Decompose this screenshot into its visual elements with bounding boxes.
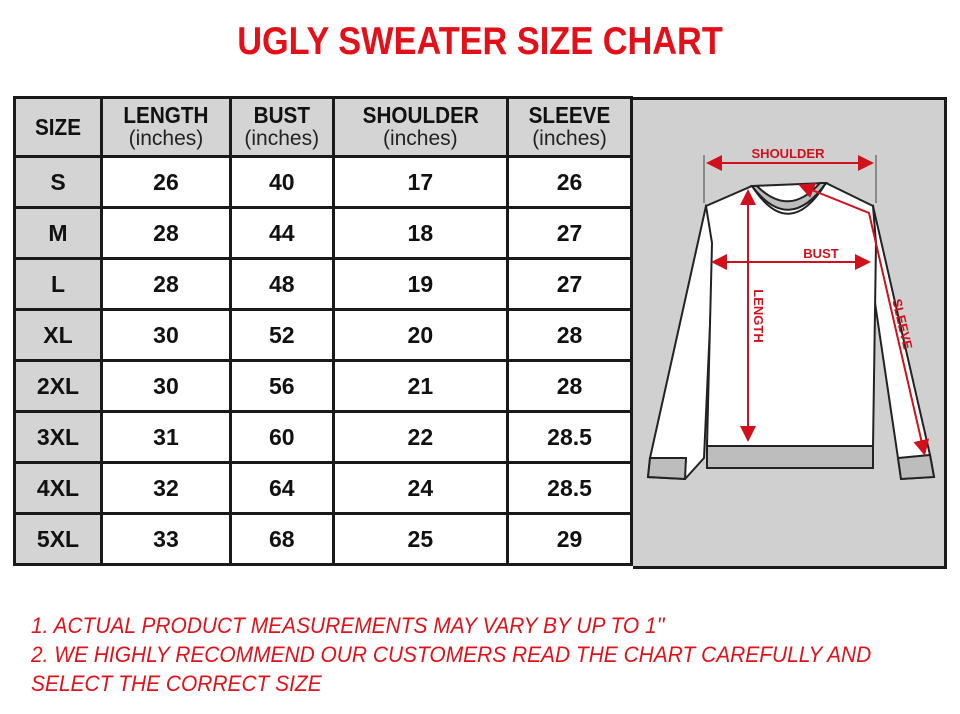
value-cell: 60 [228, 410, 335, 464]
size-cell: 3XL [13, 410, 103, 464]
value-cell: 64 [228, 461, 335, 515]
note-line: SELECT THE CORRECT SIZE [31, 671, 322, 696]
header-sleeve: SLEEVE (inches) [506, 96, 633, 158]
value-cell: 27 [506, 257, 633, 311]
header-unit: (inches) [244, 127, 320, 150]
value-cell: 28.5 [506, 410, 633, 464]
header-unit: (inches) [532, 127, 607, 150]
size-cell: L [13, 257, 103, 311]
value-cell: 24 [331, 461, 510, 515]
collar [749, 182, 828, 211]
value-cell: 48 [228, 257, 335, 311]
value-cell: 56 [228, 359, 335, 413]
header-size: SIZE [13, 96, 103, 158]
header-label: SHOULDER [362, 102, 479, 128]
table-row: S 26 40 17 26 [13, 155, 633, 209]
header-unit: (inches) [382, 127, 458, 150]
notes: 1. ACTUAL PRODUCT MEASUREMENTS MAY VARY … [31, 611, 871, 698]
value-cell: 26 [506, 155, 633, 209]
value-cell: 28 [506, 359, 633, 413]
left-sleeve [646, 204, 717, 481]
value-cell: 28 [100, 257, 232, 311]
value-cell: 20 [331, 308, 510, 362]
size-cell: 4XL [13, 461, 103, 515]
note-line: 2. WE HIGHLY RECOMMEND OUR CUSTOMERS REA… [31, 642, 872, 667]
size-cell: S [13, 155, 103, 209]
value-cell: 68 [228, 512, 335, 566]
shoulder-label: SHOULDER [752, 146, 826, 161]
value-cell: 26 [100, 155, 232, 209]
value-cell: 44 [228, 206, 335, 260]
size-cell: 2XL [13, 359, 103, 413]
size-table: SIZE LENGTH (inches) BUST (inches) SHOULDE… [13, 96, 633, 566]
value-cell: 17 [331, 155, 510, 209]
value-cell: 28 [100, 206, 232, 260]
sweater-illustration: SHOULDER BUST LENGTH SLEEVE [646, 146, 936, 481]
table-row: L 28 48 19 27 [13, 257, 633, 311]
value-cell: 22 [331, 410, 510, 464]
length-label: LENGTH [751, 289, 766, 342]
header-bust: BUST (inches) [228, 96, 335, 158]
header-unit: (inches) [128, 127, 204, 150]
value-cell: 32 [100, 461, 232, 515]
table-row: 3XL 31 60 22 28.5 [13, 410, 633, 464]
sweater-diagram: SHOULDER BUST LENGTH SLEEVE [633, 97, 947, 569]
table-row: 5XL 33 68 25 29 [13, 512, 633, 566]
bust-label: BUST [803, 246, 838, 261]
value-cell: 30 [100, 359, 232, 413]
table-row: 4XL 32 64 24 28.5 [13, 461, 633, 515]
note-line: 1. ACTUAL PRODUCT MEASUREMENTS MAY VARY … [31, 613, 665, 638]
table-row: 2XL 30 56 21 28 [13, 359, 633, 413]
header-label: BUST [253, 102, 310, 128]
size-cell: M [13, 206, 103, 260]
value-cell: 28 [506, 308, 633, 362]
page-title: UGLY SWEATER SIZE CHART [237, 20, 723, 63]
header-shoulder: SHOULDER (inches) [331, 96, 510, 158]
value-cell: 29 [506, 512, 633, 566]
header-length: LENGTH (inches) [100, 96, 232, 158]
header-label: SLEEVE [528, 102, 611, 128]
table-header-row: SIZE LENGTH (inches) BUST (inches) SHOULDE… [13, 96, 633, 158]
table-row: XL 30 52 20 28 [13, 308, 633, 362]
sleeve-arrow [798, 183, 930, 456]
value-cell: 18 [331, 206, 510, 260]
value-cell: 40 [228, 155, 335, 209]
value-cell: 19 [331, 257, 510, 311]
value-cell: 25 [331, 512, 510, 566]
header-label: LENGTH [123, 102, 209, 128]
value-cell: 27 [506, 206, 633, 260]
value-cell: 33 [100, 512, 232, 566]
sweater-body [704, 181, 878, 447]
header-label: SIZE [34, 114, 82, 140]
size-cell: XL [13, 308, 103, 362]
value-cell: 28.5 [506, 461, 633, 515]
size-cell: 5XL [13, 512, 103, 566]
value-cell: 21 [331, 359, 510, 413]
table-row: M 28 44 18 27 [13, 206, 633, 260]
value-cell: 52 [228, 308, 335, 362]
value-cell: 30 [100, 308, 232, 362]
value-cell: 31 [100, 410, 232, 464]
